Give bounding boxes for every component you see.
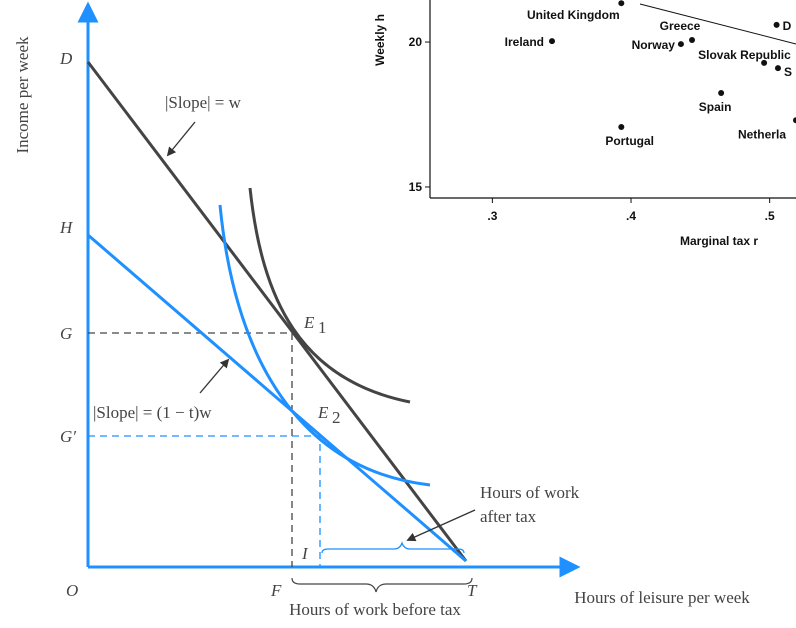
data-point (774, 65, 781, 72)
point-label: Greece (660, 19, 701, 33)
x-tick-label: .3 (487, 209, 497, 223)
indifference-curve (218, 204, 431, 487)
slope-label: |Slope| = (1 − t)w (93, 403, 212, 422)
dashed-guide (88, 435, 321, 567)
point-label: G′ (60, 427, 76, 446)
work-label: after tax (480, 507, 537, 526)
indifference-curve (248, 187, 411, 404)
data-point (793, 117, 796, 124)
main-diagram: Income per week Hours of leisure per wee… (13, 1, 750, 619)
arrow (166, 121, 196, 157)
data-point (761, 59, 768, 66)
point-label: D (783, 19, 792, 33)
data-point (773, 21, 780, 28)
data-point (677, 41, 684, 48)
data-point (618, 123, 625, 130)
point-label: S (784, 65, 792, 79)
point-label: Slovak Republic (698, 48, 791, 62)
slope-label: |Slope| = w (165, 93, 242, 112)
inset-x-label: Marginal tax r (680, 234, 758, 248)
y-tick-label: 20 (409, 35, 423, 49)
inset-chart: Weekly h Marginal tax r .3 .4 .5 15 20 United… (373, 0, 796, 248)
point-label: E (303, 313, 315, 332)
point-label: D (59, 49, 73, 68)
point-label: H (59, 218, 74, 237)
bracket (291, 577, 473, 593)
point-label: Norway (632, 38, 676, 52)
arrow (199, 358, 230, 394)
point-label: Ireland (505, 35, 544, 49)
point-label: E (317, 403, 329, 422)
data-point (718, 90, 725, 97)
bracket (321, 541, 465, 554)
point-label: Netherla (738, 127, 786, 141)
point-label: T (467, 581, 478, 600)
point-label: 1 (318, 318, 327, 337)
work-label: Hours of work before tax (289, 600, 461, 619)
x-axis-label: Hours of leisure per week (574, 588, 750, 607)
point-label: I (301, 544, 309, 563)
budget-line-after (87, 233, 467, 563)
point-label: Spain (699, 100, 732, 114)
point-label: United Kingdom (527, 8, 620, 22)
budget-line-before (86, 61, 468, 562)
data-point (549, 38, 555, 45)
dashed-guide (88, 332, 293, 567)
y-tick-label: 15 (409, 180, 423, 194)
data-point (618, 0, 625, 7)
x-tick-label: .5 (765, 209, 775, 223)
y-axis-label: Income per week (13, 36, 32, 154)
arrow (406, 509, 476, 542)
work-label: Hours of work (480, 483, 580, 502)
data-point (689, 37, 696, 44)
point-label: O (66, 581, 78, 600)
point-label: 2 (332, 408, 341, 427)
point-label: Portugal (605, 134, 654, 148)
x-tick-label: .4 (626, 209, 636, 223)
inset-y-label: Weekly h (373, 14, 387, 66)
fit-line (639, 3, 796, 45)
point-label: G (60, 324, 72, 343)
point-label: F (270, 581, 282, 600)
